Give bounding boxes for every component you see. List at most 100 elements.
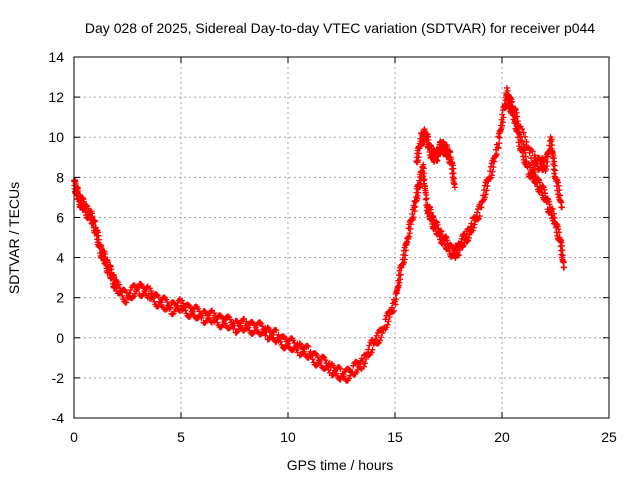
data-point-marker: [434, 157, 441, 164]
data-point-marker: [488, 172, 495, 179]
data-point-marker: [451, 184, 458, 191]
data-point-marker: [214, 319, 221, 326]
data-point-marker: [243, 318, 250, 325]
data-point-marker: [285, 340, 291, 347]
x-tick-label: 10: [280, 429, 296, 445]
data-point-marker: [447, 149, 454, 156]
data-point-marker: [281, 345, 288, 352]
data-point-marker: [195, 305, 202, 312]
data-point-marker: [475, 216, 482, 223]
data-point-marker: [548, 136, 555, 143]
data-point-marker: [438, 228, 445, 235]
data-point-marker: [559, 252, 566, 259]
data-point-marker: [500, 114, 507, 121]
data-point-marker: [277, 338, 284, 345]
data-point-marker: [322, 357, 329, 364]
data-point-marker: [558, 204, 565, 211]
data-point-marker: [522, 133, 529, 140]
data-point-marker: [119, 292, 126, 299]
data-point-marker: [402, 252, 409, 259]
data-point-marker: [135, 284, 142, 291]
data-point-marker: [180, 300, 187, 307]
data-point-marker: [91, 218, 98, 225]
data-point-marker: [104, 259, 111, 266]
y-axis-label: SDTVAR / TECUs: [6, 182, 22, 294]
x-axis-ticks: 0 5 10 15 20 25: [70, 57, 617, 445]
data-point-marker: [480, 197, 487, 204]
data-point-marker: [489, 168, 496, 175]
y-tick-label: 14: [48, 49, 64, 65]
data-point-marker: [451, 175, 458, 182]
data-point-marker: [166, 305, 173, 312]
data-point-marker: [320, 353, 327, 360]
data-point-marker: [556, 229, 563, 236]
data-point-marker: [471, 221, 478, 228]
data-point-marker: [482, 191, 489, 198]
data-point-marker: [496, 140, 503, 147]
data-point-marker: [496, 134, 503, 141]
data-point-marker: [273, 327, 280, 334]
data-point-marker: [559, 247, 566, 254]
data-point-marker: [290, 337, 297, 344]
data-point-marker: [402, 247, 409, 254]
data-point-marker: [481, 194, 488, 201]
data-point-marker: [123, 299, 130, 306]
data-point-marker: [397, 271, 404, 278]
data-point-marker: [217, 312, 224, 319]
data-point-marker: [556, 186, 563, 193]
data-point-marker: [305, 343, 312, 350]
data-point-marker: [509, 98, 516, 105]
data-point-marker: [476, 213, 483, 220]
data-point-marker: [249, 319, 256, 326]
data-point-marker: [493, 151, 500, 158]
data-point-marker: [470, 224, 477, 231]
data-point-marker: [211, 310, 218, 317]
data-point-marker: [455, 252, 462, 259]
data-point-marker: [100, 247, 107, 254]
data-point-marker: [155, 294, 162, 301]
data-point-marker: [259, 323, 266, 330]
data-point-marker: [296, 340, 303, 347]
chart-grid: [74, 57, 609, 418]
data-point-marker: [199, 312, 206, 319]
data-point-marker: [544, 158, 551, 165]
data-point-marker: [386, 314, 393, 321]
data-point-marker: [392, 301, 399, 308]
data-point-marker: [151, 298, 158, 305]
data-point-marker: [519, 137, 526, 144]
data-point-marker: [484, 183, 491, 190]
data-point-marker: [187, 304, 194, 311]
data-point-marker: [478, 204, 485, 211]
data-point-marker: [366, 342, 373, 349]
data-point-marker: [236, 323, 243, 330]
data-point-marker: [245, 324, 252, 331]
data-point-marker: [379, 330, 386, 337]
data-point-marker: [410, 214, 417, 221]
data-point-marker: [337, 365, 344, 372]
x-tick-label: 0: [70, 429, 78, 445]
data-point-marker: [148, 287, 155, 294]
data-point-marker: [549, 141, 556, 148]
data-point-marker: [230, 325, 237, 332]
data-point-marker: [263, 328, 270, 335]
x-tick-label: 20: [494, 429, 510, 445]
data-point-marker: [483, 187, 490, 194]
y-tick-label: 8: [56, 169, 64, 185]
data-point-marker: [374, 340, 381, 347]
data-point-marker: [155, 303, 162, 310]
data-point-marker: [368, 337, 375, 344]
data-point-marker: [150, 295, 157, 302]
data-point-marker: [378, 334, 385, 341]
data-point-marker: [556, 192, 563, 199]
data-point-marker: [354, 366, 361, 373]
data-point-marker: [385, 318, 392, 325]
data-point-marker: [549, 205, 556, 212]
y-tick-label: 12: [48, 89, 64, 105]
y-tick-label: 10: [48, 129, 64, 145]
data-point-marker: [362, 360, 369, 367]
data-point-marker: [561, 264, 568, 271]
data-point-marker: [383, 324, 390, 331]
data-point-marker: [393, 296, 400, 303]
data-point-marker: [154, 303, 161, 310]
